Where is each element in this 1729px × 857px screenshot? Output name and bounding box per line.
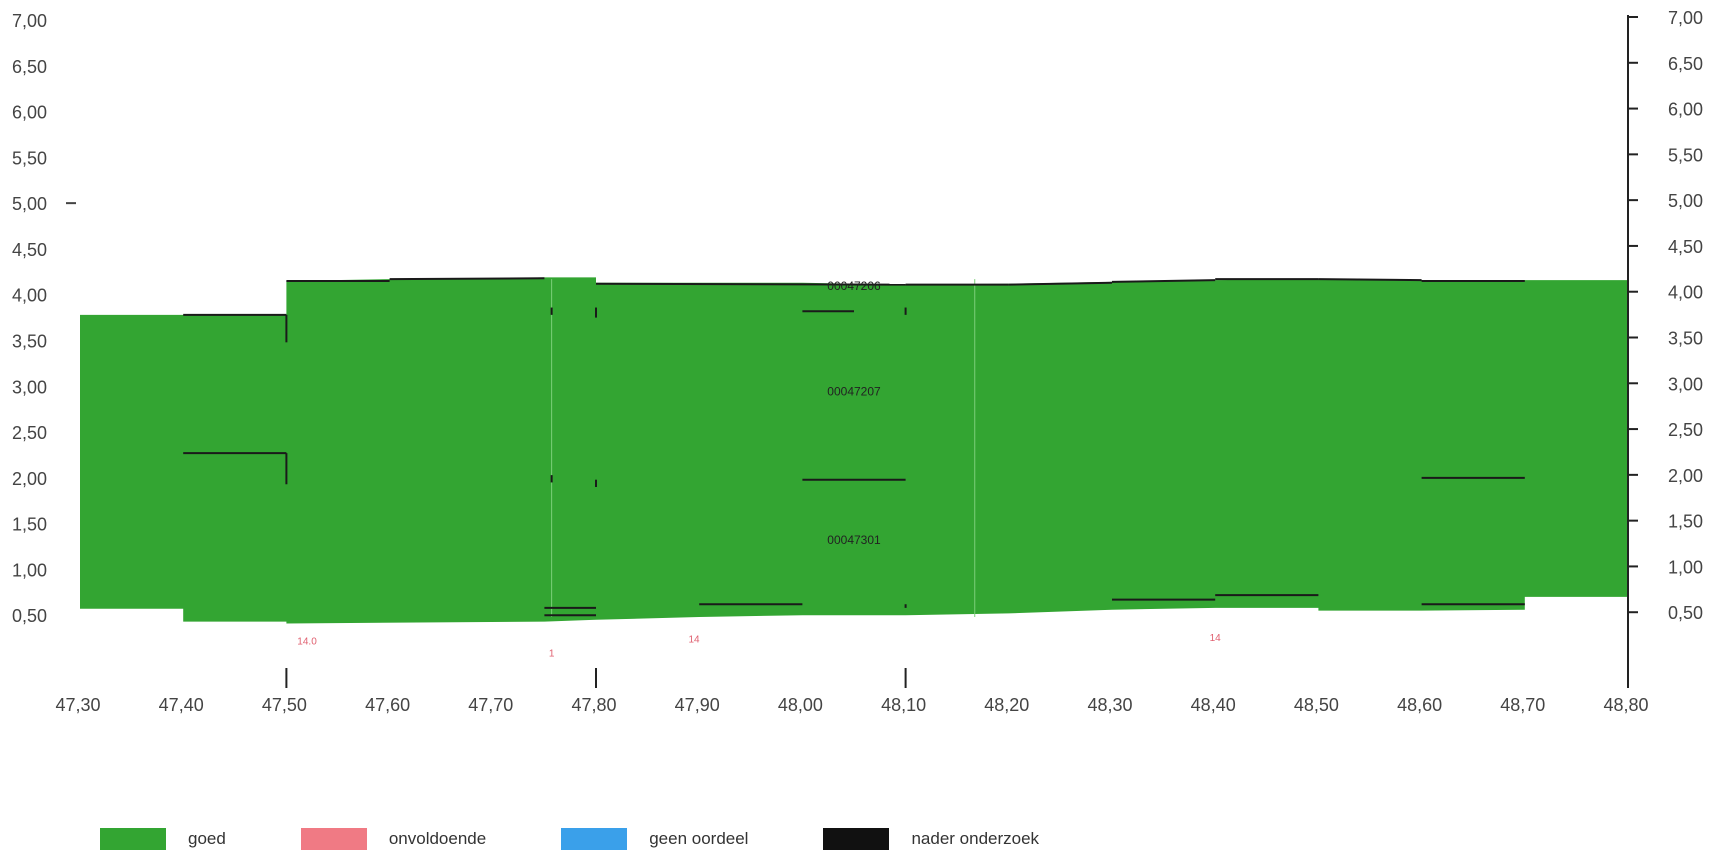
y-tick-label-right: 3,00 (1668, 374, 1703, 394)
x-tick-label: 48,70 (1500, 695, 1545, 715)
y-tick-label-left: 2,00 (12, 469, 47, 489)
x-tick-label: 47,70 (468, 695, 513, 715)
section-label: 00047206 (827, 279, 881, 293)
y-tick-label-right: 2,50 (1668, 420, 1703, 440)
y-tick-label-left: 6,50 (12, 57, 47, 77)
marker-label: 1 (549, 648, 555, 659)
y-tick-label-left: 3,00 (12, 377, 47, 397)
y-tick-label-right: 5,00 (1668, 191, 1703, 211)
x-tick-label: 48,40 (1191, 695, 1236, 715)
x-tick-label: 48,30 (1087, 695, 1132, 715)
x-tick-label: 48,10 (881, 695, 926, 715)
legend-swatch (100, 828, 166, 850)
legend-item-goed: goed (100, 828, 226, 850)
boundary-line (389, 277, 545, 281)
x-tick-label: 47,40 (159, 695, 204, 715)
x-tick-label: 48,00 (778, 695, 823, 715)
x-tick-label: 47,50 (262, 695, 307, 715)
legend-item-geen-oordeel: geen oordeel (561, 828, 748, 850)
legend-swatch (823, 828, 890, 850)
y-tick-label-left: 6,00 (12, 103, 47, 123)
legend-label: nader onderzoek (911, 829, 1040, 848)
x-tick-label: 48,60 (1397, 695, 1442, 715)
y-tick-label-right: 6,00 (1668, 100, 1703, 120)
legend-label: goed (188, 829, 226, 848)
boundary-line (1318, 278, 1422, 282)
y-tick-label-right: 5,50 (1668, 145, 1703, 165)
legend-item-nader-onderzoek: nader onderzoek (823, 828, 1039, 850)
x-tick-label: 47,30 (55, 695, 100, 715)
x-tick-label: 47,60 (365, 695, 410, 715)
legend: goed onvoldoende geen oordeel nader onde… (100, 828, 1114, 850)
legend-label: geen oordeel (649, 829, 749, 848)
series-area-goed (80, 277, 1628, 624)
y-tick-label-right: 1,50 (1668, 512, 1703, 532)
y-tick-label-left: 7,00 (12, 11, 47, 31)
y-tick-label-left: 1,50 (12, 515, 47, 535)
y-tick-label-right: 4,00 (1668, 283, 1703, 303)
x-tick-label: 48,50 (1294, 695, 1339, 715)
legend-swatch (300, 828, 367, 850)
x-tick-label: 47,90 (675, 695, 720, 715)
y-tick-label-left: 4,50 (12, 240, 47, 260)
legend-label: onvoldoende (388, 829, 487, 848)
y-tick-label-left: 3,50 (12, 332, 47, 352)
x-tick-label: 48,80 (1603, 695, 1648, 715)
y-tick-label-right: 4,50 (1668, 237, 1703, 257)
boundary-line (1111, 279, 1216, 283)
section-label: 00047207 (827, 384, 881, 398)
marker-label: 14.0 (297, 637, 317, 648)
legend-item-onvoldoende: onvoldoende (300, 828, 487, 850)
y-tick-label-right: 7,00 (1668, 8, 1703, 28)
y-tick-label-right: 2,00 (1668, 466, 1703, 486)
y-tick-label-right: 3,50 (1668, 329, 1703, 349)
y-tick-label-left: 4,00 (12, 286, 47, 306)
y-tick-label-left: 0,50 (12, 606, 47, 626)
y-tick-label-left: 2,50 (12, 423, 47, 443)
section-label: 00047301 (827, 533, 881, 547)
y-tick-label-left: 1,00 (12, 560, 47, 580)
marker-label: 14 (688, 635, 700, 646)
y-tick-label-right: 6,50 (1668, 54, 1703, 74)
boundary-line (595, 282, 906, 286)
boundary-line (1008, 281, 1113, 286)
y-tick-label-left: 5,00 (12, 194, 47, 214)
y-tick-label-right: 0,50 (1668, 603, 1703, 623)
y-tick-label-left: 5,50 (12, 148, 47, 168)
marker-label: 14 (1210, 633, 1222, 644)
y-tick-label-right: 1,00 (1668, 557, 1703, 577)
x-tick-label: 47,80 (571, 695, 616, 715)
x-tick-label: 48,20 (984, 695, 1029, 715)
legend-swatch (561, 828, 628, 850)
